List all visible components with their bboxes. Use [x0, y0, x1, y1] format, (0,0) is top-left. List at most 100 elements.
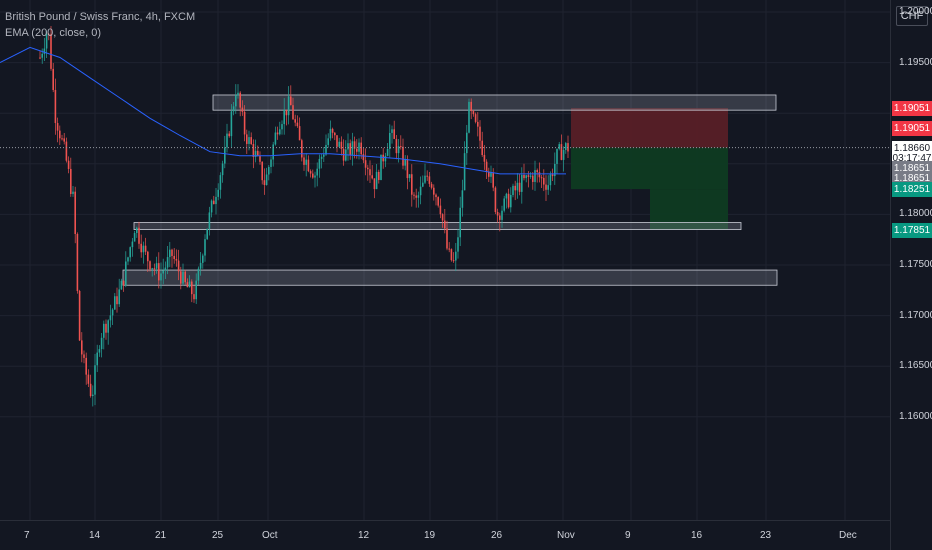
time-tick-label: Oct [262, 530, 278, 541]
candle-body [142, 245, 145, 253]
time-tick-label: 7 [24, 530, 30, 541]
candle-body [140, 243, 142, 253]
candle-body [186, 282, 189, 288]
candle-body [382, 154, 384, 162]
candle-body [395, 138, 398, 154]
candle-body [521, 174, 523, 192]
candle-body [120, 280, 123, 290]
candle-body [83, 354, 85, 358]
candle-body [543, 177, 545, 185]
candle-body [85, 357, 87, 375]
candle-body [536, 170, 538, 173]
candle-body [279, 129, 281, 135]
candle-body [118, 289, 120, 305]
candle-body [316, 168, 318, 176]
symbol-title[interactable]: British Pound / Swiss Franc, 4h, FXCM [5, 11, 196, 23]
candle-body [303, 157, 305, 165]
candle-body [479, 126, 481, 141]
candle-body [175, 259, 178, 261]
ema-indicator-label[interactable]: EMA (200, close, 0) [5, 27, 101, 39]
candle-body [50, 34, 52, 69]
candle-body [65, 141, 68, 161]
candle-body [307, 159, 310, 172]
candle-body [353, 141, 356, 149]
candle-body [441, 214, 444, 221]
candle-body [523, 174, 525, 179]
candle-body [349, 143, 351, 156]
candle-body [39, 57, 41, 59]
candle-body [59, 130, 61, 139]
zones[interactable] [122, 94, 778, 286]
candle-body [219, 175, 222, 190]
candle-body [199, 262, 202, 269]
candle-body [406, 159, 409, 179]
candle-body [144, 245, 147, 252]
candle-body [184, 271, 186, 283]
candle-body [373, 178, 376, 190]
candle-body [100, 337, 103, 350]
candle-body [147, 251, 149, 262]
candle-body [296, 122, 299, 127]
candle-body [180, 271, 182, 284]
candle-body [197, 268, 200, 281]
price-tag: 1.17851 [892, 222, 932, 238]
candle-body [510, 195, 512, 208]
candle-body [367, 167, 369, 170]
candle-body [309, 171, 312, 174]
candle-body [72, 191, 74, 194]
candle-body [133, 233, 136, 242]
candle-body [268, 166, 270, 175]
price-tick-label: 1.16500 [899, 360, 932, 372]
candle-body [512, 185, 514, 196]
candle-body [131, 241, 134, 248]
grid [0, 0, 890, 520]
candle-body [362, 154, 365, 161]
candle-body [105, 323, 107, 333]
candle-body [545, 184, 547, 190]
candle-body [338, 141, 340, 147]
candle-body [340, 141, 343, 149]
candle-body [98, 349, 101, 353]
candle-body [237, 92, 239, 96]
candle-body [177, 260, 180, 272]
candle-body [63, 138, 65, 142]
candle-body [499, 215, 501, 220]
candle-body [89, 383, 92, 397]
candle-body [426, 175, 428, 177]
candle-body [397, 146, 400, 154]
price-tag: 1.18251 [892, 182, 932, 198]
candle-body [400, 146, 402, 148]
time-tick-label: 19 [424, 530, 436, 541]
candles [39, 25, 569, 407]
candle-body [318, 158, 321, 169]
price-tick-label: 1.18000 [899, 208, 932, 220]
candle-body [452, 260, 455, 262]
currency-button[interactable]: CHF [896, 6, 928, 26]
candle-body [125, 261, 127, 286]
candle-body [419, 186, 422, 196]
sr-zone-2[interactable] [133, 222, 742, 230]
candle-body [94, 365, 96, 395]
candle-body [87, 374, 90, 384]
candle-body [226, 133, 228, 148]
candle-body [312, 173, 314, 178]
candle-body [562, 149, 565, 160]
position-tool[interactable] [571, 108, 728, 230]
candle-body [516, 182, 519, 191]
candle-body [433, 187, 435, 195]
candle-body [393, 129, 395, 139]
price-tick-label: 1.16000 [899, 410, 932, 422]
candle-body [213, 200, 215, 205]
candle-body [248, 137, 250, 144]
candle-body [384, 155, 387, 162]
time-tick-label: Nov [557, 530, 575, 541]
candle-body [116, 296, 118, 305]
candle-body [514, 185, 516, 191]
candle-body [417, 195, 420, 198]
sr-zone-1[interactable] [212, 94, 777, 111]
candle-body [468, 101, 470, 133]
candle-body [263, 180, 266, 186]
sr-zone-3[interactable] [122, 269, 778, 286]
